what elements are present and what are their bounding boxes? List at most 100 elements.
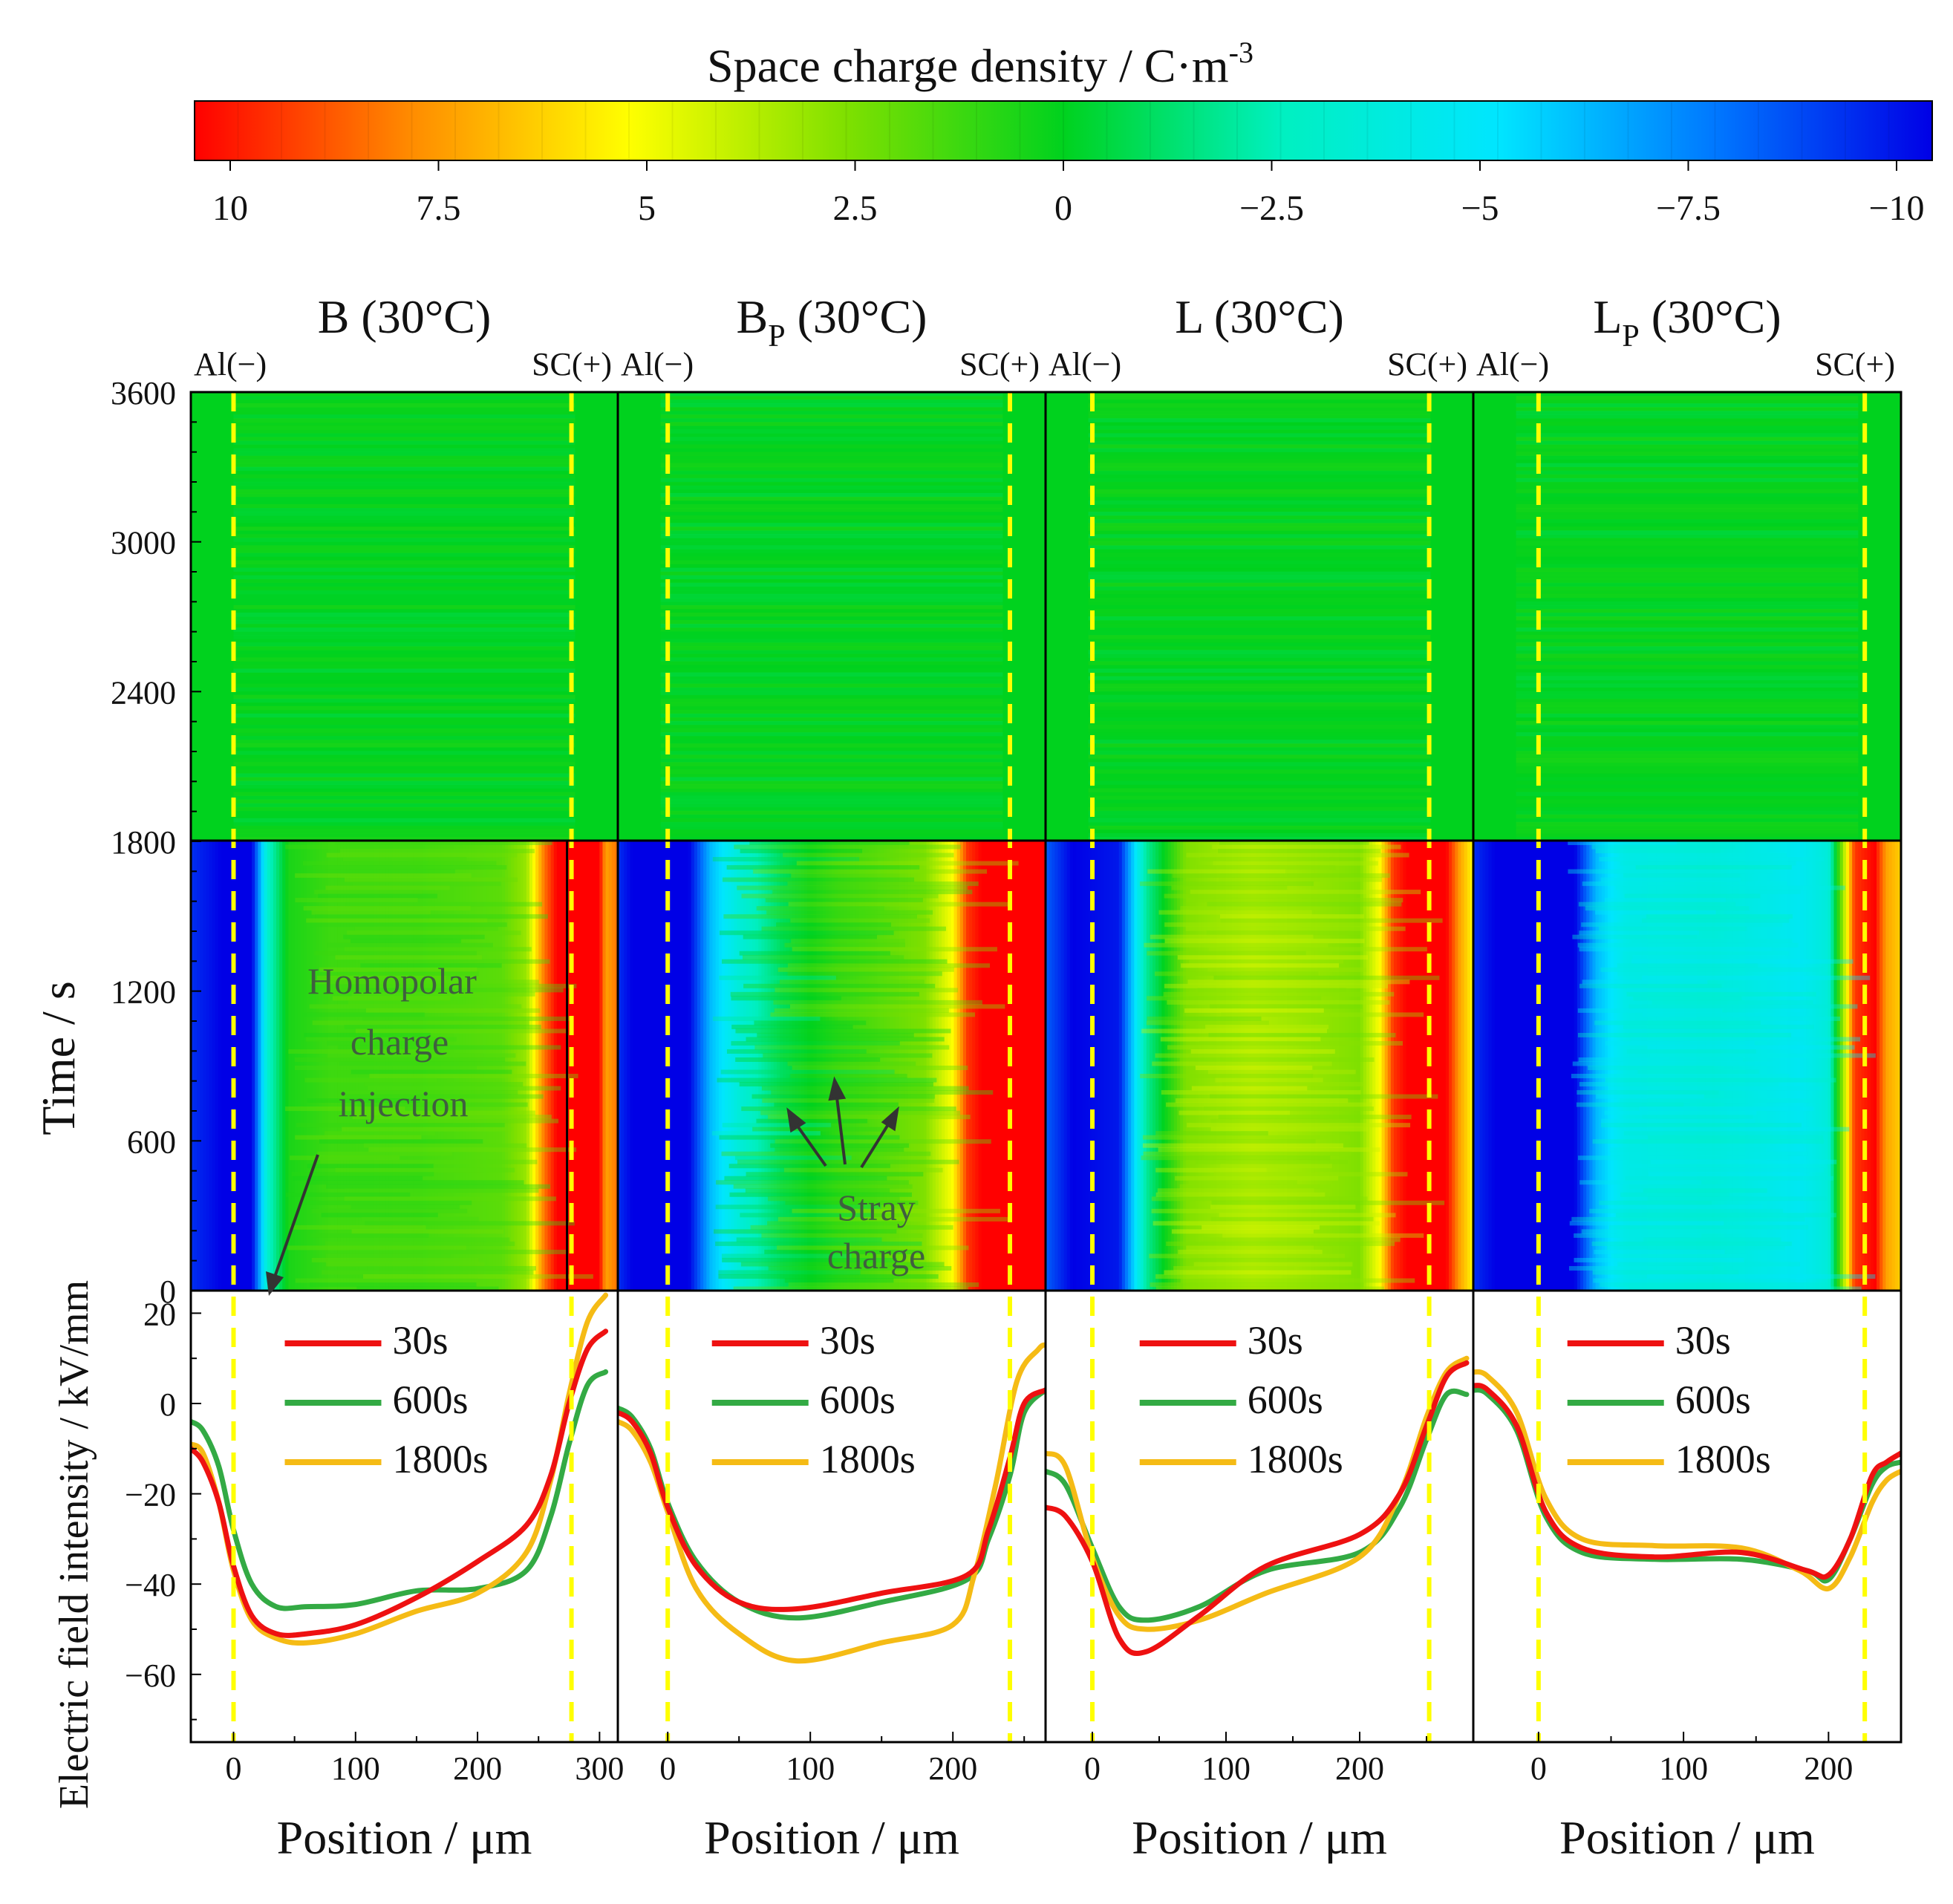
heatmap-column <box>1867 841 1871 1291</box>
heatmap-column <box>910 841 915 1291</box>
heatmap-streak <box>1187 979 1410 985</box>
heatmap-decay-row <box>660 564 1003 569</box>
heatmap-decay-row <box>1088 747 1431 752</box>
heatmap-decay-row <box>1516 754 1859 759</box>
heatmap-streak <box>1195 1066 1313 1071</box>
heatmap-decay-row <box>233 582 576 587</box>
heatmap-column <box>1357 841 1361 1291</box>
heatmap-decay-row <box>1516 788 1859 793</box>
heatmap-column <box>209 841 213 1291</box>
heatmap-decay-row <box>233 661 576 665</box>
heatmap-streak <box>1155 1274 1282 1279</box>
time-tick-label: 2400 <box>111 674 176 711</box>
heatmap-streak <box>368 1118 559 1124</box>
heatmap-decay-row <box>233 489 576 494</box>
heatmap-column <box>990 841 994 1291</box>
colorbar-tick-label: −5 <box>1461 189 1499 228</box>
heatmap-column <box>1784 841 1789 1291</box>
heatmap-column <box>1669 841 1673 1291</box>
heatmap-decay-row <box>233 463 576 468</box>
heatmap-column <box>440 841 445 1291</box>
heatmap-decay-row <box>233 560 576 565</box>
heatmap-streak <box>752 1127 887 1132</box>
heatmap-column <box>581 841 585 1291</box>
heatmap-decay-row <box>1516 736 1859 740</box>
heatmap-decay-row <box>233 665 576 669</box>
heatmap-column <box>776 841 780 1291</box>
heatmap-streak <box>760 1110 960 1115</box>
heatmap-decay-row <box>233 672 576 677</box>
heatmap-streak <box>302 861 497 866</box>
x-axis-label: Position / μm <box>1132 1811 1387 1864</box>
heatmap-streak <box>322 1270 534 1275</box>
heatmap-column <box>1287 841 1291 1291</box>
heatmap-streak <box>1204 1106 1375 1112</box>
heatmap-decay-row <box>233 590 576 595</box>
heatmap-column <box>379 841 384 1291</box>
heatmap-column <box>1039 841 1043 1291</box>
heatmap-column <box>258 841 262 1291</box>
heatmap-column <box>688 841 692 1291</box>
heatmap-decay-row <box>1088 705 1431 711</box>
heatmap-decay-row <box>660 635 1003 639</box>
heatmap-column <box>316 841 320 1291</box>
heatmap-streak <box>1623 1131 1825 1136</box>
heatmap-decay-row <box>660 549 1003 553</box>
heatmap-column <box>1617 841 1621 1291</box>
heatmap-streak <box>1205 1024 1329 1029</box>
heatmap-decay-row <box>1088 777 1431 781</box>
heatmap-streak <box>1141 1155 1331 1161</box>
heatmap-streak <box>1222 1082 1364 1087</box>
heatmap-decay-row <box>1088 784 1431 789</box>
heatmap-streak <box>353 1110 535 1115</box>
heatmap-decay-row <box>1516 683 1859 688</box>
heatmap-decay-row <box>1088 601 1431 606</box>
heatmap-decay-row <box>660 631 1003 636</box>
heatmap-streak <box>733 1286 968 1291</box>
heatmap-column <box>1721 841 1724 1291</box>
heatmap-decay-row <box>1516 485 1859 490</box>
heatmap-column <box>1608 841 1611 1291</box>
heatmap-decay-row <box>1516 627 1859 632</box>
heatmap-streak <box>1592 1270 1739 1275</box>
heatmap-decay-row <box>660 492 1003 498</box>
heatmap-streak <box>715 1241 922 1246</box>
heatmap-streak <box>293 1176 423 1181</box>
heatmap-column <box>1675 841 1679 1291</box>
heatmap-decay-row <box>660 411 1003 415</box>
heatmap-column <box>1770 841 1773 1291</box>
heatmap-decay-row <box>1516 556 1859 561</box>
heatmap-streak <box>765 898 923 903</box>
heatmap-decay-row <box>1088 448 1431 453</box>
heatmap-decay-row <box>1088 795 1431 801</box>
heatmap-streak <box>1579 1082 1779 1087</box>
heatmap-streak <box>1210 1094 1438 1099</box>
heatmap-decay-row <box>1088 773 1431 777</box>
heatmap-column <box>1000 841 1003 1291</box>
heatmap-column <box>1628 841 1633 1291</box>
heatmap-decay-row <box>1088 832 1431 838</box>
heatmap-column <box>975 841 979 1291</box>
panel-title-tail: (30°C) <box>1202 290 1344 343</box>
heatmap-column <box>966 841 970 1291</box>
heatmap-decay-row <box>1516 604 1859 610</box>
heatmap-decay-row <box>660 526 1003 531</box>
heatmap-streak <box>1591 844 1735 850</box>
heatmap-streak <box>1605 1040 1755 1046</box>
heatmap-decay-row <box>233 758 576 763</box>
heatmap-streak <box>335 1167 515 1173</box>
heatmap-column <box>1705 841 1709 1291</box>
heatmap-streak <box>722 1123 832 1128</box>
heatmap-streak <box>1186 852 1409 858</box>
heatmap-column <box>1027 841 1031 1291</box>
heatmap-streak <box>351 1229 504 1234</box>
heatmap-decay-row <box>660 672 1003 677</box>
heatmap-column <box>1635 841 1639 1291</box>
heatmap-column <box>1030 841 1034 1291</box>
heatmap-streak <box>1147 951 1306 956</box>
heatmap-streak <box>344 1024 541 1029</box>
heatmap-column <box>1274 841 1279 1291</box>
colorbar: Space charge density / C·m-3 10 7.5 5 2.5 0−… <box>194 36 1933 228</box>
heatmap-streak <box>295 873 472 878</box>
